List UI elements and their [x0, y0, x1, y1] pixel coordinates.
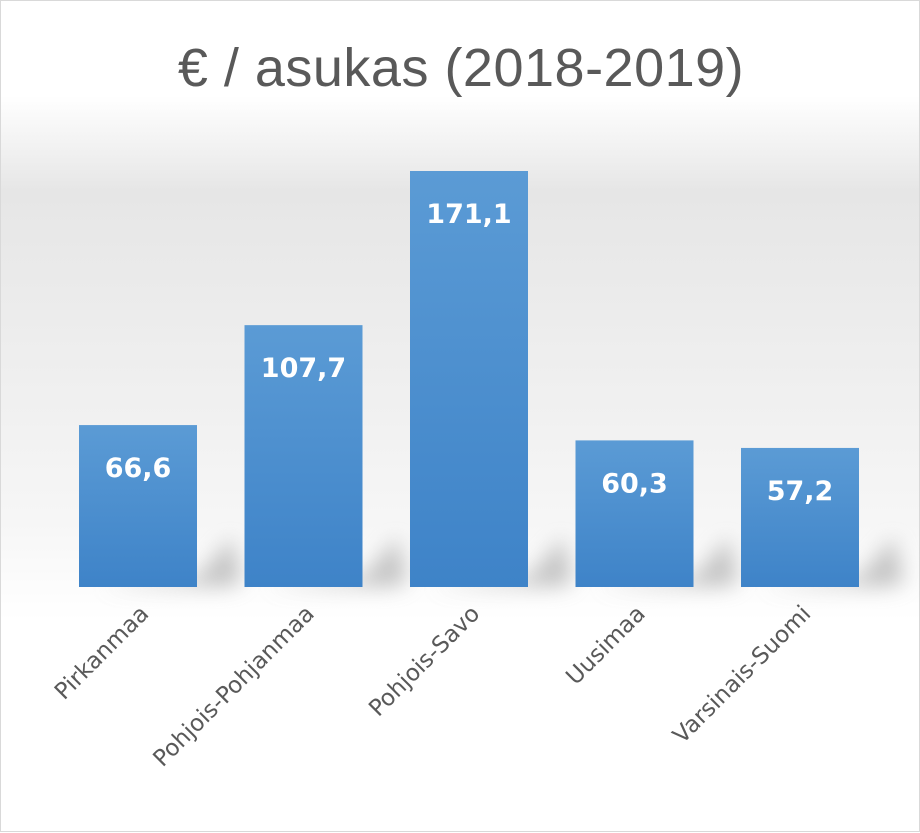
bar-shadow — [99, 537, 242, 587]
category-label: Varsinais-Suomi — [668, 601, 816, 749]
bar-shadow — [264, 537, 408, 587]
bar-varsinais-suomi — [741, 447, 859, 587]
bars — [79, 171, 859, 587]
bar-pirkanmaa — [79, 425, 197, 587]
bar-shadow — [430, 537, 573, 587]
category-label: Uusimaa — [561, 601, 650, 690]
bar-uusimaa — [575, 440, 694, 587]
bar-data-label: 107,7 — [261, 353, 346, 384]
bar-pohjois-savo — [410, 171, 528, 587]
bar-shadow — [595, 537, 739, 587]
bar-data-labels: 66,6 107,7 171,1 60,3 57,2 — [105, 199, 834, 507]
bar-data-label: 60,3 — [601, 468, 668, 499]
category-label: Pohjois-Savo — [364, 601, 485, 722]
category-label: Pirkanmaa — [50, 601, 154, 705]
bar-data-label: 171,1 — [426, 199, 511, 230]
category-label: Pohjois-Pohjanmaa — [148, 601, 319, 772]
bar-shadows — [99, 537, 904, 587]
bar-pohjois-pohjanmaa — [244, 325, 363, 587]
bar-data-label: 66,6 — [105, 453, 172, 484]
bar-data-label: 57,2 — [767, 476, 834, 507]
chart-title: € / asukas (2018-2019) — [177, 38, 745, 98]
bar-shadow — [761, 537, 904, 587]
